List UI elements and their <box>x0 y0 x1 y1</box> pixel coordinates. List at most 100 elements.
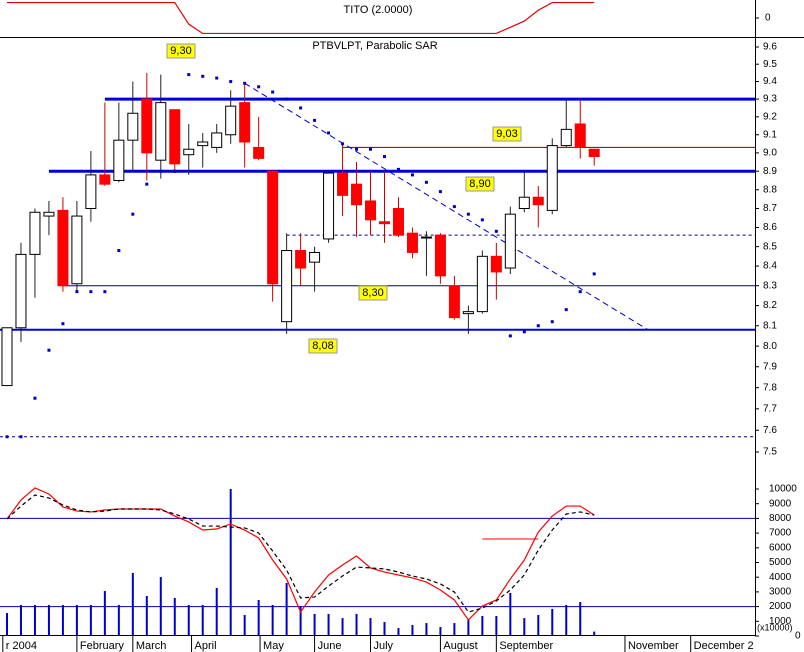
candle-body <box>406 232 418 253</box>
level-label-box <box>358 285 388 301</box>
sar-dot <box>33 396 37 400</box>
y-tick-label: 9.4 <box>763 76 777 87</box>
sar-dot <box>201 74 205 78</box>
x-tick-label: r 2004 <box>6 640 37 652</box>
y-tick-label: 8.2 <box>763 300 777 311</box>
candle-body <box>43 211 55 217</box>
candle-body <box>532 196 544 206</box>
sar-dot <box>257 85 261 89</box>
y-tick-label: 9000 <box>769 498 792 509</box>
y-tick-label: 8.1 <box>763 320 777 331</box>
sar-dot <box>592 272 596 276</box>
chart-title: PTBVLPT, Parabolic SAR <box>312 40 437 52</box>
sar-dot <box>173 169 177 173</box>
y-tick-label: 9.0 <box>763 148 777 159</box>
y-tick-label: 7.5 <box>763 447 777 458</box>
sar-dot <box>89 290 93 294</box>
sar-dot <box>131 212 135 216</box>
sar-dot <box>341 142 345 146</box>
candle-body <box>420 236 432 239</box>
x-tick-label: June <box>318 640 342 652</box>
y-tick-label: 8.9 <box>763 166 777 177</box>
sar-dot <box>47 348 51 352</box>
candle-body <box>113 139 125 181</box>
y-tick-label: 8.6 <box>763 222 777 233</box>
sar-dot <box>75 290 79 294</box>
candle-body <box>588 148 600 158</box>
sar-dot <box>19 435 23 439</box>
sar-dot <box>103 290 107 294</box>
sar-dot <box>369 147 373 151</box>
candle-body <box>225 105 237 136</box>
y-tick-label: 0 <box>765 13 771 24</box>
candle-body <box>99 174 111 185</box>
sar-dot <box>550 320 554 324</box>
oscillator-line <box>6 494 595 613</box>
candle-body <box>155 102 167 161</box>
y-tick-label: 8.3 <box>763 280 777 291</box>
y-tick-label: 7000 <box>769 528 792 539</box>
trend-line <box>244 82 649 331</box>
oscillator-line <box>6 487 595 621</box>
level-label-box <box>308 338 338 354</box>
candle-body <box>462 311 474 315</box>
sar-dot <box>271 90 275 94</box>
sar-dot <box>5 435 9 439</box>
level-label: 9,30 <box>170 45 191 57</box>
candle-body <box>560 128 572 147</box>
x-tick-label: May <box>263 640 284 652</box>
y-tick-label: 2000 <box>769 601 792 612</box>
candle-body <box>211 132 223 148</box>
candle-body <box>141 98 153 154</box>
sar-dot <box>494 229 498 233</box>
x-tick-label: February <box>80 640 125 652</box>
y-tick-label: 8.5 <box>763 241 777 252</box>
candle-body <box>1 327 13 387</box>
x-tick-label: April <box>195 640 217 652</box>
sar-dot <box>466 212 470 216</box>
y-tick-label: 8.4 <box>763 261 777 272</box>
y-tick-label: 8.7 <box>763 203 777 214</box>
sar-dot <box>61 322 65 326</box>
y-tick-label: 9.2 <box>763 111 777 122</box>
sar-dot <box>187 73 191 77</box>
x-tick-label: August <box>443 640 477 652</box>
sar-dot <box>480 218 484 222</box>
candle-body <box>323 172 335 240</box>
sar-dot <box>313 118 317 122</box>
candle-body <box>295 250 307 269</box>
level-label-box <box>465 176 495 192</box>
sar-dot <box>159 169 163 173</box>
x-tick-label: March <box>136 640 167 652</box>
sar-dot <box>396 167 400 171</box>
sar-dot <box>564 308 568 312</box>
candle-body <box>434 234 446 277</box>
y-tick-label: 8000 <box>769 513 792 524</box>
y-tick-label: 8.0 <box>763 341 777 352</box>
sar-dot <box>145 182 149 186</box>
y-tick-label: 7.6 <box>763 425 777 436</box>
y-tick-label: 10000 <box>769 484 797 495</box>
candle-body <box>378 221 390 225</box>
indicator-line <box>6 1 595 35</box>
sar-dot <box>355 147 359 151</box>
level-label: 8,30 <box>362 287 383 299</box>
x-tick-label: September <box>499 640 553 652</box>
candle-body <box>504 213 516 269</box>
indicator-title: TITO (2.0000) <box>344 4 413 16</box>
candle-body <box>490 255 502 273</box>
candle-body <box>267 170 279 285</box>
candle-body <box>476 255 488 313</box>
unit-label: (x10000) <box>757 622 793 632</box>
y-tick-label: 0 <box>795 631 801 642</box>
x-tick-label: July <box>374 640 394 652</box>
candle-body <box>309 251 321 263</box>
sar-dot <box>243 81 247 85</box>
candle-body <box>71 215 83 285</box>
sar-dot <box>536 324 540 328</box>
candle-body <box>197 141 209 147</box>
candle-body <box>448 285 460 319</box>
sar-dot <box>327 131 331 135</box>
candle-body <box>15 253 27 329</box>
